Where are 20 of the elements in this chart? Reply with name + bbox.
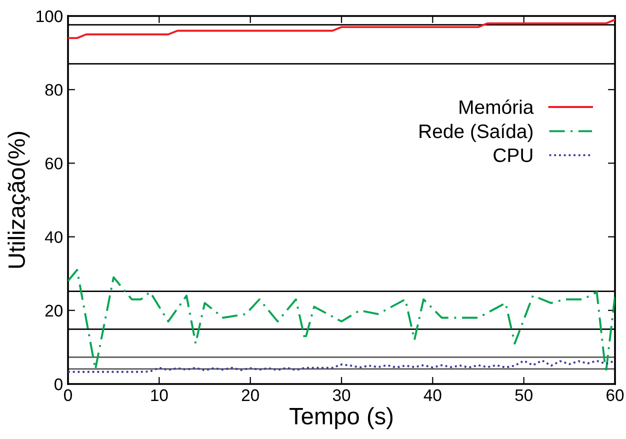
y-axis-title: Utilização(%) [8, 132, 30, 268]
y-tick-label: 20 [45, 304, 62, 317]
legend-label: CPU [494, 148, 532, 162]
x-tick-label: 20 [242, 389, 259, 402]
y-tick-label: 0 [54, 378, 62, 390]
x-tick-label: 0 [64, 389, 72, 402]
legend-label: Rede (Saída) [420, 124, 532, 142]
legend-label: Memória [460, 100, 534, 114]
line-series [68, 18, 615, 40]
y-tick-label: 60 [45, 158, 62, 170]
line-series [68, 359, 615, 373]
y-tick-label: 100 [36, 10, 62, 22]
x-tick-label: 40 [424, 389, 442, 402]
y-tick-label: 40 [44, 231, 62, 244]
x-axis-title: Tempo (s) [290, 407, 393, 430]
y-tick-label: 80 [45, 84, 62, 96]
x-tick-label: 30 [332, 389, 350, 402]
x-tick-label: 50 [515, 389, 532, 402]
x-tick-label: 60 [606, 389, 624, 402]
x-tick-label: 10 [151, 389, 168, 402]
